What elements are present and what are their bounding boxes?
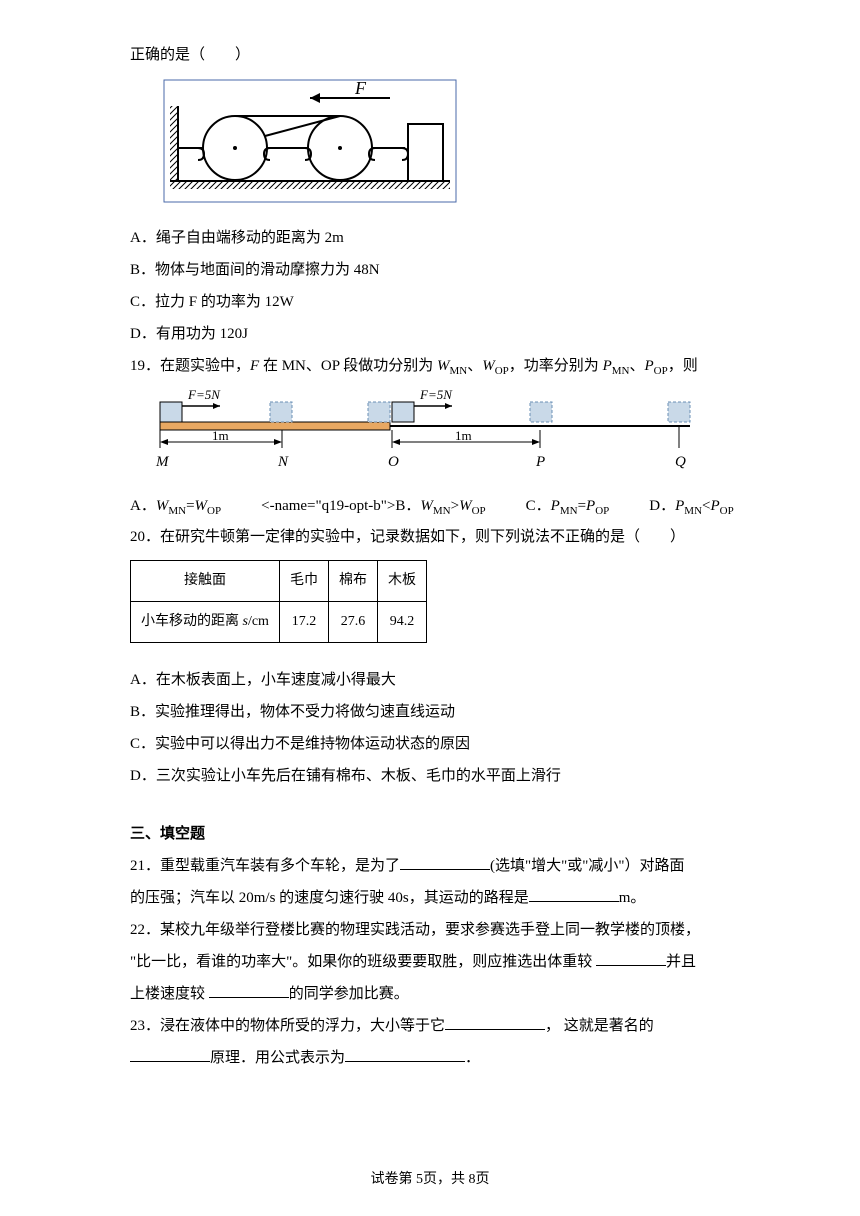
intro-line: 正确的是（ ）	[130, 40, 730, 70]
q22-cont1: "比一比，看谁的功率大"。如果你的班级要要取胜，则应推选出体重较 并且	[130, 947, 730, 977]
q23: 23．浸在液体中的物体所受的浮力，大小等于它， 这就是著名的	[130, 1011, 730, 1041]
label-F: F	[354, 78, 367, 98]
table-cell: 94.2	[377, 602, 426, 643]
svg-text:N: N	[277, 454, 289, 470]
q19-opt-a: A．WMN=WOP	[130, 491, 221, 522]
blank	[209, 983, 289, 998]
table-header: 毛巾	[279, 561, 328, 602]
q21: 21．重型载重汽车装有多个车轮，是为了(选填"增大"或"减小"）对路面	[130, 851, 730, 881]
svg-text:P: P	[535, 454, 545, 470]
q20-opt-c: C．实验中可以得出力不是维持物体运动状态的原因	[130, 729, 730, 759]
blank	[445, 1015, 545, 1030]
svg-text:O: O	[388, 454, 399, 470]
table-cell: 17.2	[279, 602, 328, 643]
q20-opt-d: D．三次实验让小车先后在铺有棉布、木板、毛巾的水平面上滑行	[130, 761, 730, 791]
svg-text:F=5N: F=5N	[187, 387, 221, 402]
table-header: 木板	[377, 561, 426, 602]
table-row-label: 小车移动的距离 s/cm	[131, 602, 280, 643]
q18-opt-d: D．有用功为 120J	[130, 319, 730, 349]
section3-title: 三、填空题	[130, 819, 730, 849]
table-header: 棉布	[328, 561, 377, 602]
table-cell: 27.6	[328, 602, 377, 643]
svg-text:1m: 1m	[212, 428, 229, 443]
svg-text:F=5N: F=5N	[419, 387, 453, 402]
blank	[596, 951, 666, 966]
svg-text:Q: Q	[675, 454, 686, 470]
blank	[130, 1047, 210, 1062]
q21-cont: 的压强；汽车以 20m/s 的速度匀速行驶 40s，其运动的路程是m。	[130, 883, 730, 913]
q19-options: A．WMN=WOP <-name="q19-opt-b">B．WMN>WOP C…	[130, 491, 730, 522]
q19-opt-d: D．PMN<POP	[649, 491, 733, 522]
q18-opt-a: A．绳子自由端移动的距离为 2m	[130, 223, 730, 253]
q18-opt-b: B．物体与地面间的滑动摩擦力为 48N	[130, 255, 730, 285]
svg-text:M: M	[155, 454, 170, 470]
q23-cont: 原理．用公式表示为．	[130, 1043, 730, 1073]
svg-text:1m: 1m	[455, 428, 472, 443]
q19-text: 19．在题实验中，F 在 MN、OP 段做功分别为 WMN、WOP，功率分别为 …	[130, 351, 730, 382]
table-header: 接触面	[131, 561, 280, 602]
blank	[345, 1047, 465, 1062]
q18-opt-c: C．拉力 F 的功率为 12W	[130, 287, 730, 317]
q20-text: 20．在研究牛顿第一定律的实验中，记录数据如下，则下列说法不正确的是（ ）	[130, 522, 730, 552]
q20-opt-a: A．在木板表面上，小车速度减小得最大	[130, 665, 730, 695]
blank	[529, 887, 619, 902]
q20-opt-b: B．实验推理得出，物体不受力将做匀速直线运动	[130, 697, 730, 727]
q20-table: 接触面 毛巾 棉布 木板 小车移动的距离 s/cm 17.2 27.6 94.2	[130, 560, 427, 643]
q22: 22．某校九年级举行登楼比赛的物理实践活动，要求参赛选手登上同一教学楼的顶楼，	[130, 915, 730, 945]
blank	[400, 855, 490, 870]
q22-cont2: 上楼速度较 的同学参加比赛。	[130, 979, 730, 1009]
figure-pulley: F	[160, 76, 730, 217]
q19-opt-c: C．PMN=POP	[526, 491, 610, 522]
figure-track: F=5N F=5N 1m 1m M N O P Q	[130, 386, 730, 487]
page-footer: 试卷第 5页，共 8页	[0, 1166, 860, 1194]
